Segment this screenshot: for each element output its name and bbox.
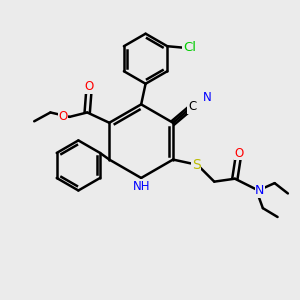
- Text: O: O: [84, 80, 93, 93]
- Text: N: N: [255, 184, 265, 197]
- Text: N: N: [202, 91, 211, 103]
- Text: C: C: [188, 100, 196, 113]
- Text: O: O: [235, 147, 244, 160]
- Text: NH: NH: [132, 180, 150, 193]
- Text: S: S: [192, 158, 200, 172]
- Text: O: O: [58, 110, 68, 123]
- Text: Cl: Cl: [183, 41, 196, 54]
